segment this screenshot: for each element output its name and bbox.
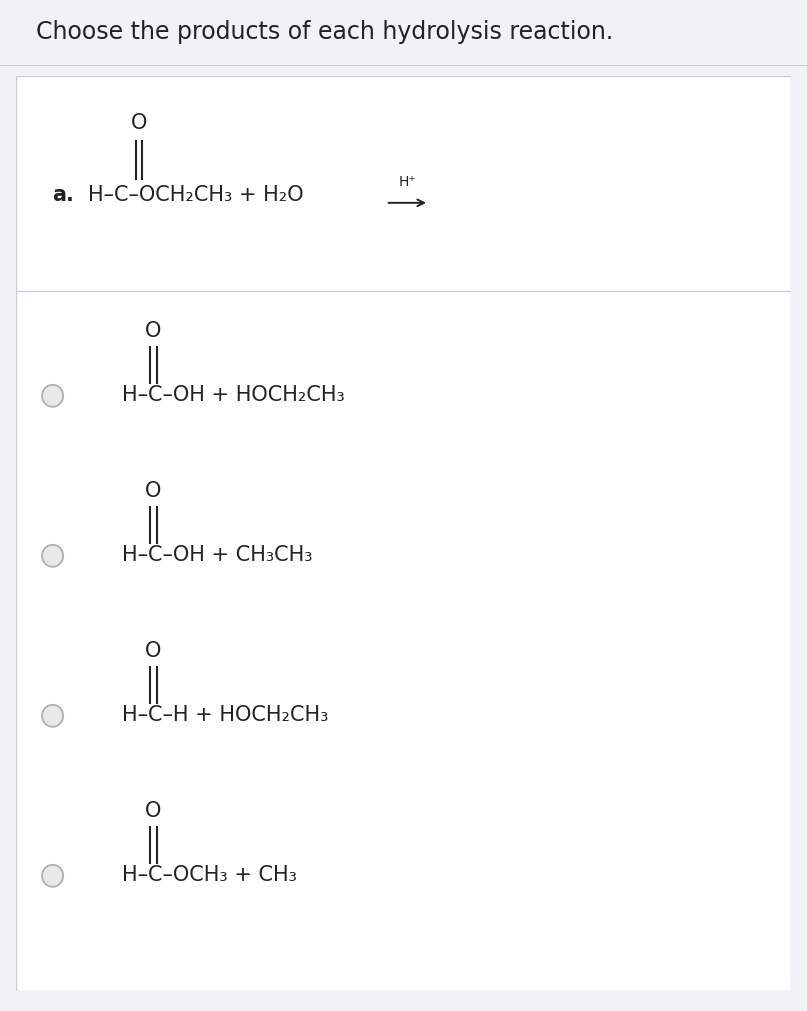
Text: O: O bbox=[131, 113, 147, 132]
Text: O: O bbox=[145, 641, 161, 661]
Circle shape bbox=[42, 705, 63, 727]
Circle shape bbox=[42, 385, 63, 406]
Circle shape bbox=[42, 864, 63, 887]
Text: a.: a. bbox=[52, 185, 74, 205]
Text: H–C–OH + CH₃CH₃: H–C–OH + CH₃CH₃ bbox=[122, 545, 312, 565]
Text: O: O bbox=[145, 320, 161, 341]
Text: H–C–OCH₂CH₃ + H₂O: H–C–OCH₂CH₃ + H₂O bbox=[88, 185, 303, 205]
Text: H–C–OCH₃ + CH₃: H–C–OCH₃ + CH₃ bbox=[122, 864, 297, 885]
Text: O: O bbox=[145, 481, 161, 500]
Text: H–C–OH + HOCH₂CH₃: H–C–OH + HOCH₂CH₃ bbox=[122, 385, 345, 404]
Text: H⁺: H⁺ bbox=[399, 175, 416, 189]
Text: Choose the products of each hydrolysis reaction.: Choose the products of each hydrolysis r… bbox=[36, 19, 613, 43]
Text: O: O bbox=[145, 801, 161, 821]
Circle shape bbox=[42, 545, 63, 567]
FancyBboxPatch shape bbox=[16, 76, 791, 991]
Text: H–C–H + HOCH₂CH₃: H–C–H + HOCH₂CH₃ bbox=[122, 705, 328, 725]
